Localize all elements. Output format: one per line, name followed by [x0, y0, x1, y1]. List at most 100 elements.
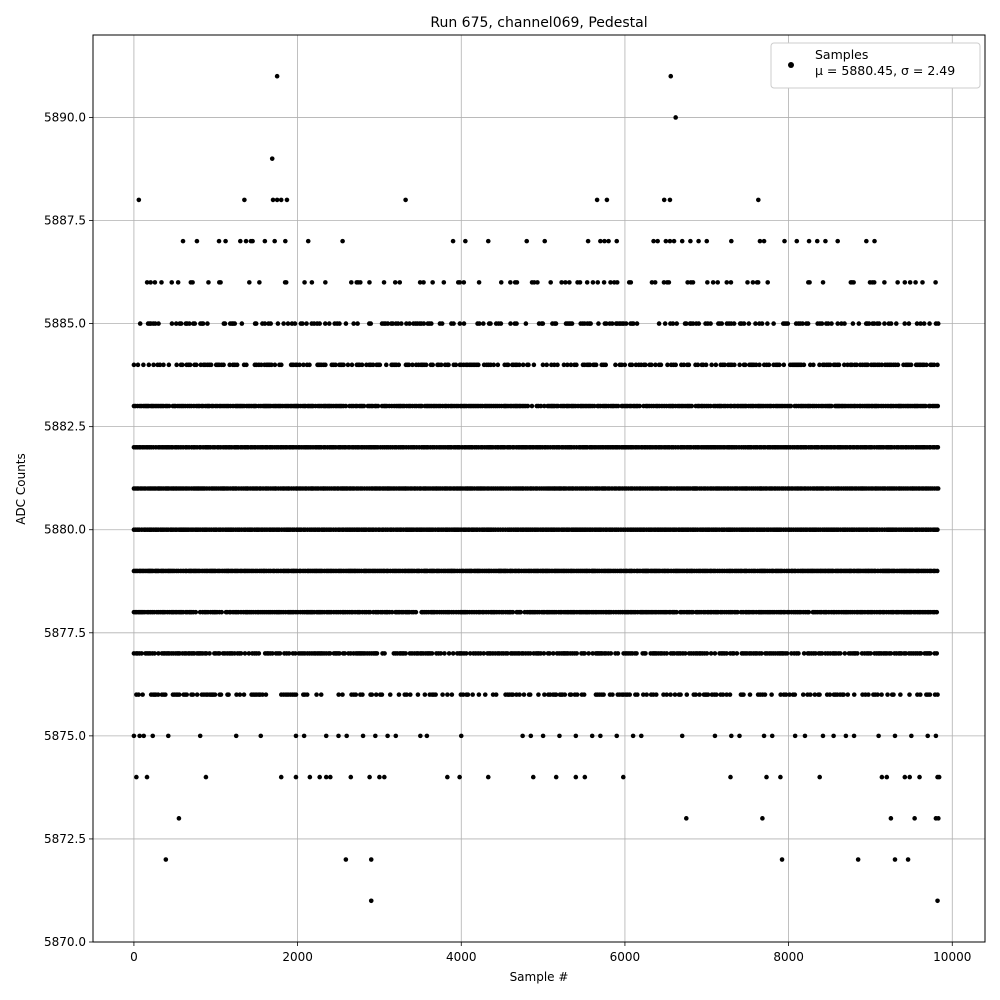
data-point: [134, 774, 139, 780]
data-point: [812, 692, 818, 697]
data-point: [441, 280, 447, 285]
data-point: [601, 692, 606, 697]
data-point: [794, 238, 800, 244]
data-point: [934, 609, 940, 615]
data-point: [222, 321, 228, 326]
data-point: [413, 609, 419, 615]
data-point: [704, 651, 710, 656]
data-point: [184, 692, 190, 697]
data-point: [344, 733, 349, 739]
data-point: [305, 238, 311, 244]
data-point: [404, 692, 409, 697]
data-point: [771, 321, 776, 326]
data-point: [796, 651, 801, 656]
data-point: [553, 321, 559, 326]
data-point: [831, 733, 836, 739]
data-point: [262, 238, 268, 244]
legend-marker: [788, 62, 794, 68]
data-point: [340, 238, 345, 244]
data-point: [467, 651, 473, 656]
data-point: [528, 733, 534, 739]
data-point: [914, 321, 920, 326]
data-point: [703, 362, 709, 368]
data-point: [836, 362, 842, 368]
data-point: [150, 733, 156, 739]
data-point: [450, 651, 456, 656]
data-point: [903, 651, 909, 656]
data-point: [345, 362, 351, 368]
data-point: [820, 280, 826, 285]
data-point: [913, 280, 918, 285]
data-point: [827, 362, 833, 368]
data-point: [377, 362, 383, 368]
data-point: [234, 362, 240, 368]
data-point: [552, 362, 557, 368]
data-point: [684, 816, 689, 821]
data-point: [514, 280, 520, 285]
data-point: [396, 692, 402, 697]
data-point: [750, 280, 756, 285]
data-point: [806, 238, 812, 244]
data-point: [176, 816, 182, 821]
data-point: [567, 280, 572, 285]
data-point: [396, 362, 402, 368]
y-tick-label: 5870.0: [44, 935, 86, 949]
data-point: [682, 651, 688, 656]
data-point: [131, 733, 137, 739]
data-point: [807, 280, 812, 285]
data-point: [598, 733, 603, 739]
data-point: [907, 774, 913, 780]
data-point: [927, 321, 932, 326]
data-point: [360, 692, 365, 697]
data-point: [670, 321, 676, 326]
data-point: [542, 692, 547, 697]
y-tick-label: 5880.0: [44, 523, 86, 537]
data-point: [403, 651, 408, 656]
data-point: [523, 321, 529, 326]
data-point: [430, 280, 435, 285]
data-point: [747, 692, 753, 697]
data-point: [562, 692, 568, 697]
data-point: [635, 692, 640, 697]
data-point: [458, 733, 464, 739]
data-point: [421, 321, 427, 326]
data-point: [253, 321, 259, 326]
data-point: [439, 321, 445, 326]
data-point: [708, 321, 713, 326]
data-point: [727, 692, 733, 697]
data-point: [337, 651, 342, 656]
data-point: [535, 280, 540, 285]
data-point: [684, 692, 690, 697]
data-point: [664, 692, 669, 697]
data-point: [368, 321, 374, 326]
data-point: [598, 238, 603, 244]
data-point: [851, 280, 856, 285]
data-point: [304, 692, 310, 697]
data-point: [367, 609, 373, 615]
data-point: [855, 857, 861, 862]
data-point: [525, 403, 531, 409]
data-point: [361, 403, 367, 409]
data-point: [374, 651, 380, 656]
data-point: [907, 280, 913, 285]
data-point: [690, 609, 696, 615]
data-point: [728, 774, 733, 780]
data-point: [673, 115, 678, 120]
data-point: [923, 403, 928, 409]
data-point: [855, 651, 860, 656]
data-point: [190, 280, 195, 285]
data-point: [348, 774, 354, 780]
data-point: [421, 280, 426, 285]
data-point: [540, 321, 546, 326]
y-tick-label: 5875.0: [44, 729, 86, 743]
data-point: [317, 774, 322, 780]
data-point: [481, 321, 486, 326]
data-point: [270, 651, 275, 656]
data-point: [292, 321, 298, 326]
data-point: [587, 362, 593, 368]
data-point: [842, 651, 848, 656]
data-point: [620, 774, 626, 780]
data-point: [573, 733, 579, 739]
data-point: [465, 692, 471, 697]
data-point: [755, 280, 761, 285]
